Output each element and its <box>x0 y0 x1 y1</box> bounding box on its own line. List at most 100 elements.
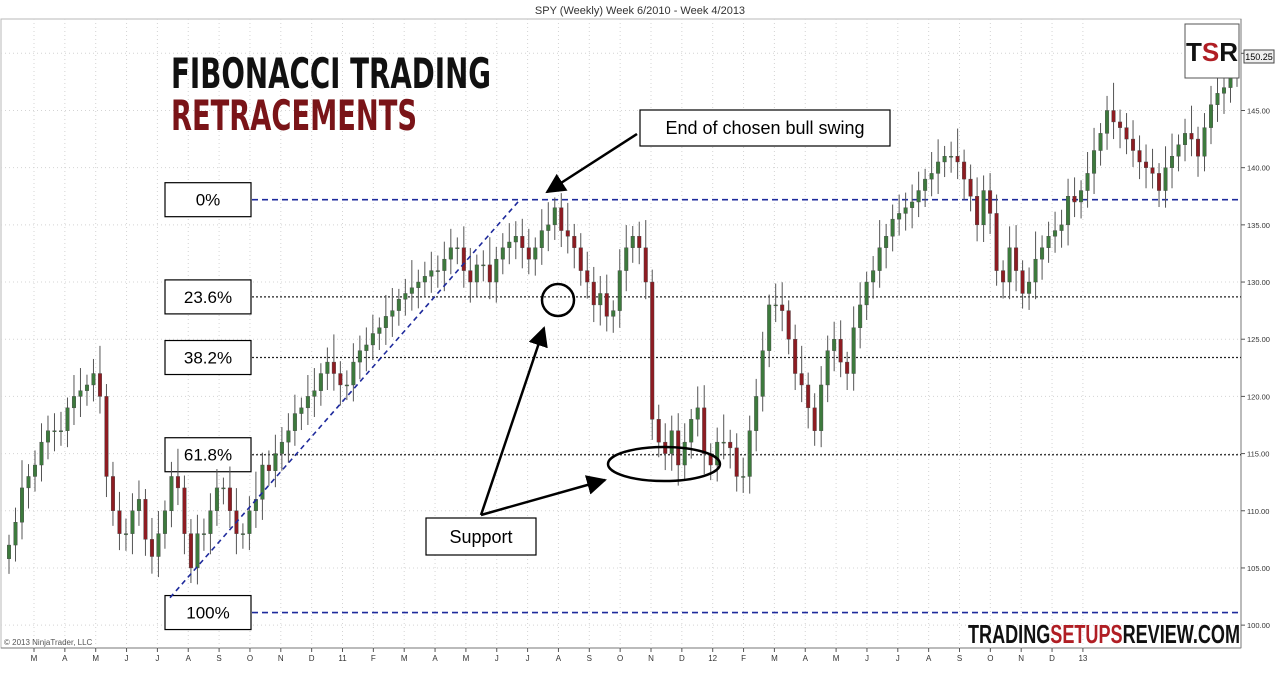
x-tick-label: O <box>247 654 253 663</box>
fib-label: 61.8% <box>184 446 232 465</box>
candle-body <box>149 539 154 557</box>
copyright-text: © 2013 NinjaTrader, LLC <box>4 638 93 647</box>
x-tick-label: A <box>926 654 932 663</box>
x-tick-label: M <box>31 654 38 663</box>
candle-body <box>1144 161 1149 168</box>
candle-body <box>916 190 921 203</box>
fib-label-box <box>164 437 252 473</box>
y-tick-label: 110.00 <box>1247 507 1269 516</box>
swing-trendline <box>169 199 521 599</box>
tsr-logo-text: TSR <box>1186 37 1238 67</box>
y-tick-label: 125.00 <box>1247 335 1270 344</box>
candle-body <box>110 476 115 511</box>
candle-body <box>1222 87 1226 94</box>
x-tick-label: D <box>1049 654 1055 663</box>
fib-label-box <box>164 182 252 218</box>
x-tick-label: N <box>648 654 654 663</box>
fib-label-box <box>164 339 252 376</box>
candle-body <box>1209 104 1213 128</box>
candle-body <box>923 178 928 191</box>
candle-body <box>1079 190 1084 203</box>
callout-top-box <box>639 109 891 147</box>
candle-body <box>780 304 785 311</box>
candle-body <box>1007 247 1012 283</box>
candle-body <box>1202 127 1207 157</box>
candle-body <box>890 218 895 237</box>
candle-body <box>773 304 778 307</box>
candle-body <box>78 390 83 397</box>
candle-body <box>578 247 583 271</box>
candle-body <box>728 441 733 449</box>
support-circle-236 <box>540 282 576 318</box>
candle-body <box>312 390 317 397</box>
candle-body <box>617 270 622 311</box>
x-tick-label: M <box>401 654 408 663</box>
candle-body <box>1092 150 1097 174</box>
last-price-text: 150.25 <box>1245 52 1273 62</box>
candle-body <box>1027 281 1032 294</box>
candle-body <box>598 293 603 306</box>
candle-body <box>468 270 473 283</box>
candle-body <box>1150 167 1155 174</box>
candle-body <box>806 384 811 409</box>
candle-body <box>949 156 954 158</box>
candle-body <box>1118 121 1123 128</box>
y-tick-label: 115.00 <box>1247 450 1269 459</box>
candle-body <box>7 544 11 559</box>
candle-body <box>104 396 109 477</box>
candle-body <box>377 327 382 334</box>
candle-body <box>169 476 174 511</box>
candle-body <box>175 476 180 489</box>
candle-body <box>611 310 616 317</box>
candle-body <box>1111 110 1116 123</box>
x-tick-label: S <box>957 654 962 663</box>
candle-body <box>1053 230 1058 237</box>
candle-body <box>1176 144 1181 157</box>
price-axis: 100.00 105.00 110.00 115.00 120.00 125.00 130.… <box>1241 49 1270 630</box>
candle-body <box>286 430 291 443</box>
x-tick-label: A <box>186 654 192 663</box>
candle-body <box>546 224 551 231</box>
candle-body <box>331 361 336 374</box>
candle-body <box>858 304 863 328</box>
candle-body <box>903 207 908 214</box>
x-tick-label: M <box>92 654 99 663</box>
candle-body <box>91 373 96 386</box>
candle-body <box>299 407 304 414</box>
candle-body <box>929 173 934 180</box>
support-arrow-up <box>479 326 548 516</box>
fib-label-box <box>164 594 252 631</box>
candle-body <box>227 487 232 511</box>
candle-body <box>65 407 70 431</box>
candle-body <box>247 510 252 534</box>
x-tick-label: J <box>526 654 530 663</box>
candle-body <box>136 499 141 511</box>
candle-body <box>409 287 414 294</box>
candle-body <box>325 361 330 374</box>
candle-body <box>279 441 284 454</box>
candle-body <box>305 396 310 409</box>
candle-body <box>591 281 596 306</box>
candle-body <box>396 298 401 311</box>
candle-body <box>26 476 31 489</box>
candle-body <box>240 533 245 535</box>
x-tick-label: O <box>987 654 993 663</box>
candle-body <box>188 533 193 569</box>
candle-body <box>884 236 889 248</box>
candle-body <box>539 230 544 248</box>
candle-body <box>208 510 213 534</box>
candle-body <box>383 316 388 328</box>
candle-body <box>643 247 648 283</box>
x-tick-label: F <box>371 654 376 663</box>
candle-body <box>1137 150 1142 163</box>
candle-body <box>572 236 577 248</box>
x-tick-label: A <box>803 654 809 663</box>
candle-body <box>760 350 765 397</box>
candle-body <box>864 281 869 306</box>
candle-body <box>1001 270 1006 283</box>
candle-body <box>1124 127 1129 140</box>
x-tick-label: J <box>495 654 499 663</box>
candle-body <box>403 293 408 300</box>
candle-body <box>741 476 746 478</box>
